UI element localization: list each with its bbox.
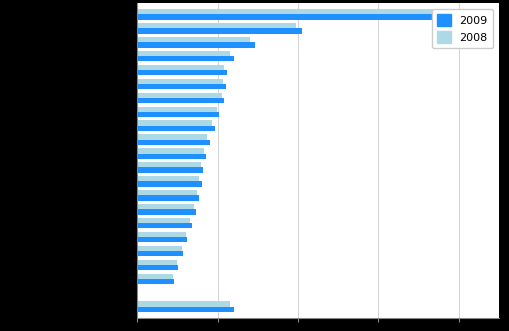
Bar bbox=[137, 260, 177, 265]
Bar bbox=[137, 98, 224, 103]
Bar bbox=[137, 9, 465, 15]
Bar bbox=[137, 265, 178, 270]
Bar bbox=[137, 126, 215, 131]
Bar bbox=[137, 42, 256, 48]
Bar bbox=[137, 51, 230, 56]
Bar bbox=[137, 23, 296, 28]
Bar bbox=[137, 65, 224, 70]
Bar bbox=[137, 209, 196, 214]
Bar bbox=[137, 79, 223, 84]
Bar bbox=[137, 251, 183, 256]
Bar bbox=[137, 56, 234, 62]
Bar bbox=[137, 70, 228, 75]
Bar bbox=[137, 273, 173, 279]
Bar bbox=[137, 28, 302, 34]
Bar bbox=[137, 176, 199, 181]
Bar bbox=[137, 120, 212, 126]
Bar bbox=[137, 84, 226, 89]
Bar bbox=[137, 232, 186, 237]
Bar bbox=[137, 37, 250, 42]
Bar bbox=[137, 112, 219, 117]
Bar bbox=[137, 148, 204, 154]
Bar bbox=[137, 107, 217, 112]
Legend: 2009, 2008: 2009, 2008 bbox=[432, 9, 493, 48]
Bar bbox=[137, 246, 182, 251]
Bar bbox=[137, 181, 202, 187]
Bar bbox=[137, 154, 206, 159]
Bar bbox=[137, 279, 174, 284]
Bar bbox=[137, 237, 187, 242]
Bar bbox=[137, 190, 197, 195]
Bar bbox=[137, 301, 230, 307]
Bar bbox=[137, 167, 203, 173]
Bar bbox=[137, 195, 199, 201]
Bar bbox=[137, 307, 234, 312]
Bar bbox=[137, 134, 207, 140]
Bar bbox=[137, 218, 190, 223]
Bar bbox=[137, 93, 222, 98]
Bar bbox=[137, 15, 467, 20]
Bar bbox=[137, 162, 201, 167]
Bar bbox=[137, 204, 193, 209]
Bar bbox=[137, 223, 192, 228]
Bar bbox=[137, 140, 210, 145]
